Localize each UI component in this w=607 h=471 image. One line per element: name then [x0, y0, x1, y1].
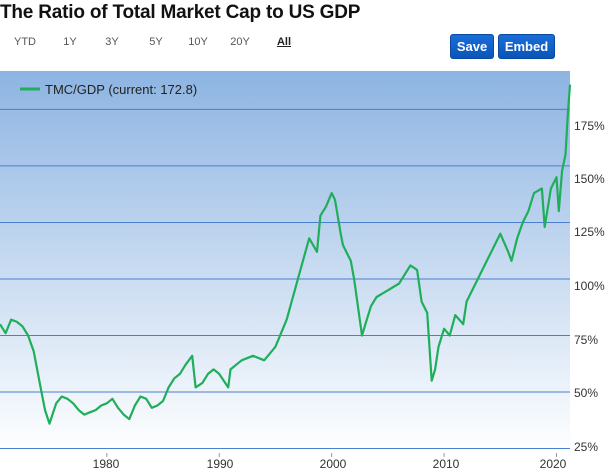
page-title: The Ratio of Total Market Cap to US GDP	[0, 2, 361, 23]
save-button[interactable]: Save	[450, 34, 494, 59]
range-1y[interactable]: 1Y	[63, 36, 77, 48]
x-tick-label: 1990	[207, 457, 234, 471]
y-tick-label: 25%	[574, 440, 598, 454]
embed-button[interactable]: Embed	[498, 34, 555, 59]
plot-area	[0, 71, 570, 453]
y-tick-label: 150%	[574, 172, 605, 186]
x-axis: 1980 1990 2000 2010 2020	[93, 457, 567, 471]
x-tick-label: 1980	[93, 457, 120, 471]
range-5y[interactable]: 5Y	[149, 36, 163, 48]
range-selector: YTD 1Y 3Y 5Y 10Y 20Y All	[0, 36, 306, 48]
y-tick-label: 100%	[574, 279, 605, 293]
y-tick-label: 125%	[574, 225, 605, 239]
legend: TMC/GDP (current: 172.8)	[20, 82, 197, 97]
range-ytd[interactable]: YTD	[14, 36, 36, 48]
range-all[interactable]: All	[276, 36, 292, 48]
y-axis: 25% 50% 75% 100% 125% 150% 175%	[574, 119, 605, 454]
grid	[0, 108, 570, 457]
series-line-tmc-gdp	[0, 84, 572, 425]
range-3y[interactable]: 3Y	[105, 36, 119, 48]
legend-label: TMC/GDP (current: 172.8)	[45, 82, 197, 97]
x-tick-label: 2000	[320, 457, 347, 471]
range-10y[interactable]: 10Y	[188, 36, 208, 48]
x-tick-label: 2020	[540, 457, 567, 471]
y-tick-label: 75%	[574, 333, 598, 347]
y-tick-label: 50%	[574, 386, 598, 400]
y-tick-label: 175%	[574, 119, 605, 133]
range-20y[interactable]: 20Y	[230, 36, 250, 48]
x-tick-label: 2010	[433, 457, 460, 471]
